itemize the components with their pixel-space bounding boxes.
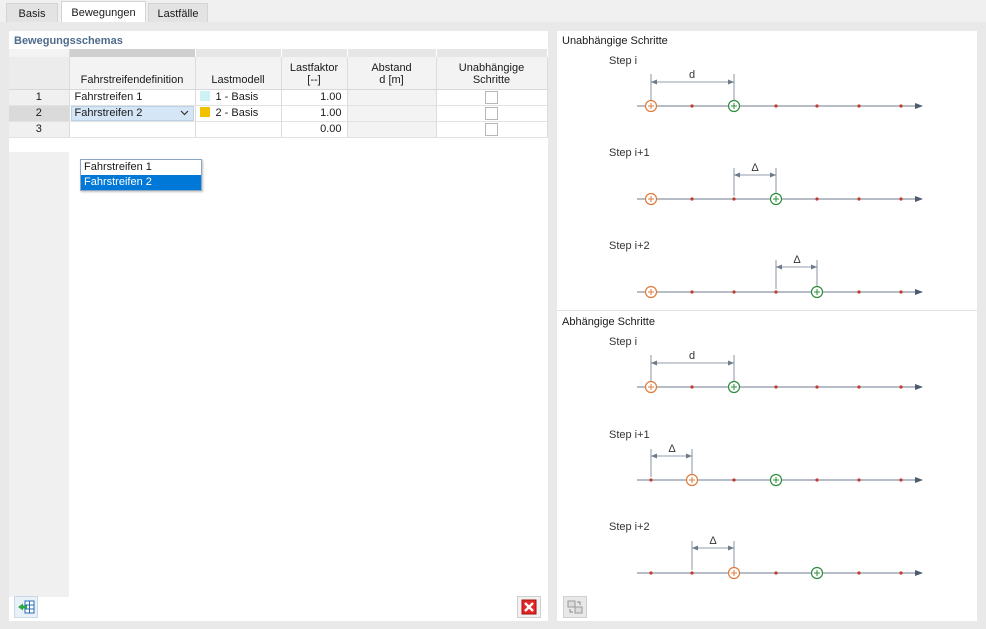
load-model-cell[interactable]: 2 - Basis [195,105,282,122]
distance-cell [347,105,437,122]
dimension-delta-label: Δ [709,535,717,547]
panel-title: Bewegungsschemas [14,35,123,47]
load-factor-cell[interactable]: 0.00 [281,121,348,138]
lane-cell[interactable]: Fahrstreifen 1 [69,89,196,106]
independent-cell[interactable] [436,105,548,122]
color-swatch [199,107,210,117]
col-header-load-factor[interactable]: Lastfaktor [--] [281,57,348,90]
col-header-lane-def[interactable]: Fahrstreifendefinition [69,57,196,90]
tab-bewegungen[interactable]: Bewegungen [61,1,146,23]
col-header-independent[interactable]: Unabhängige Schritte [436,57,548,90]
dropdown-option-selected[interactable]: Fahrstreifen 2 [81,175,201,190]
load-factor-cell[interactable]: 1.00 [281,89,348,106]
lane-dropdown[interactable]: Fahrstreifen 2 [70,105,194,121]
chevron-down-icon[interactable] [180,108,189,118]
distance-cell [347,121,437,138]
step-label: Step i+2 [609,521,650,533]
row-number: 3 [9,121,70,138]
table-row[interactable]: 3 0.00 [9,121,548,138]
color-swatch [199,91,210,101]
delete-icon [521,599,537,615]
diagram-independent-step-i: d [637,69,923,113]
schemes-table: Fahrstreifendefinition Lastmodell Lastfa… [9,49,548,138]
step-label: Step i+1 [609,429,650,441]
diagram-panel: Unabhängige Schritte Abhängige Schritte … [557,31,977,621]
step-label: Step i+1 [609,147,650,159]
diagram-independent-step-i1: Δ [637,162,923,206]
load-model-cell[interactable]: 1 - Basis [195,89,282,106]
distance-cell [347,89,437,106]
dimension-delta-label: Δ [668,443,676,455]
content-area: Bewegungsschemas Fahrstreifendefinition … [0,22,986,629]
independent-checkbox[interactable] [485,106,498,120]
step-label: Step i+2 [609,240,650,252]
independent-cell[interactable] [436,89,548,106]
step-label: Step i [609,55,638,67]
dropdown-option[interactable]: Fahrstreifen 1 [84,161,152,173]
independent-checkbox[interactable] [485,90,498,104]
row-number: 1 [9,89,70,106]
independent-checkbox[interactable] [485,122,498,136]
dependent-section-title: Abhängige Schritte [562,316,655,328]
load-factor-cell[interactable]: 1.00 [281,105,348,122]
diagram-dependent-step-i2: Δ [637,535,923,580]
table-row[interactable]: 1 Fahrstreifen 1 1 - Basis 1.00 [9,89,548,106]
step-label: Step i [609,336,638,348]
swap-steps-icon [567,600,583,614]
movement-schemes-panel: Bewegungsschemas Fahrstreifendefinition … [9,31,548,621]
table-row[interactable]: 2 Fahrstreifen 2 2 - Basis 1.00 [9,105,548,122]
independent-cell[interactable] [436,121,548,138]
dimension-delta-label: Δ [793,254,801,266]
delete-button[interactable] [517,596,541,618]
diagram-independent-step-i2: Δ [637,254,923,299]
col-header-load-model[interactable]: Lastmodell [195,57,282,90]
divider [557,310,977,311]
tab-basis[interactable]: Basis [6,3,58,23]
row-number-header [9,57,70,90]
row-header-column [9,152,69,597]
diagram-dependent-step-i1: Δ [637,443,923,487]
import-table-icon [18,600,35,614]
col-header-distance[interactable]: Abstand d [m] [347,57,437,90]
dimension-delta-label: Δ [751,162,759,174]
dimension-d-label: d [689,350,695,362]
independent-section-title: Unabhängige Schritte [562,35,668,47]
tab-bar: Basis Bewegungen Lastfälle [0,0,986,23]
import-button[interactable] [14,596,38,618]
lane-cell[interactable]: Fahrstreifen 2 [69,105,196,122]
row-number: 2 [9,105,70,122]
lane-dropdown-list[interactable]: Fahrstreifen 1 Fahrstreifen 2 [80,159,202,191]
tab-lastfaelle[interactable]: Lastfälle [148,3,208,23]
lane-cell[interactable] [69,121,196,138]
dimension-d-label: d [689,69,695,81]
diagram-action-button[interactable] [563,596,587,618]
load-model-cell[interactable] [195,121,282,138]
step-diagrams: d Δ [637,69,923,580]
diagram-dependent-step-i: d [637,350,923,394]
